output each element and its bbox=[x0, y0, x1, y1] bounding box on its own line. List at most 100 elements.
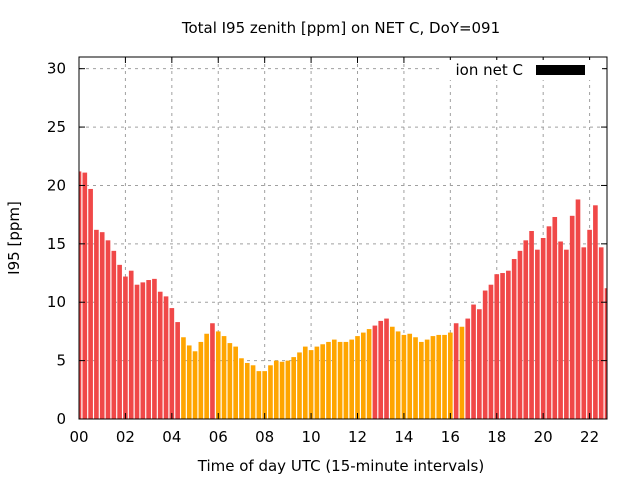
bar bbox=[291, 357, 297, 419]
bar bbox=[268, 365, 273, 419]
y-axis-label: I95 [ppm] bbox=[5, 201, 23, 275]
x-tick-label: 06 bbox=[209, 428, 228, 446]
x-tick-label: 04 bbox=[162, 428, 181, 446]
y-tick-label: 20 bbox=[47, 176, 66, 194]
bar bbox=[99, 232, 105, 419]
y-tick-label: 10 bbox=[47, 293, 66, 311]
x-tick-label: 10 bbox=[302, 428, 321, 446]
bar bbox=[436, 334, 442, 419]
bar bbox=[593, 205, 598, 419]
bar bbox=[395, 331, 401, 419]
bar bbox=[273, 360, 279, 419]
bar bbox=[564, 249, 569, 419]
y-tick-label: 30 bbox=[47, 60, 66, 78]
y-tick-label: 25 bbox=[47, 118, 66, 136]
x-axis-label: Time of day UTC (15-minute intervals) bbox=[197, 457, 484, 475]
bar bbox=[448, 332, 453, 419]
bar bbox=[79, 171, 82, 419]
bar bbox=[204, 333, 209, 419]
bar bbox=[227, 343, 233, 419]
bar bbox=[146, 280, 151, 419]
bar bbox=[430, 336, 436, 419]
bar bbox=[111, 250, 117, 419]
bar bbox=[529, 230, 534, 419]
bar bbox=[552, 216, 558, 419]
bar bbox=[320, 344, 326, 419]
y-tick-label: 15 bbox=[47, 235, 66, 253]
bar bbox=[477, 309, 482, 419]
bar bbox=[581, 247, 587, 419]
bar bbox=[569, 215, 575, 419]
bar bbox=[384, 318, 389, 419]
bar bbox=[604, 288, 607, 419]
bar bbox=[210, 323, 215, 419]
bar bbox=[494, 274, 500, 419]
bar bbox=[175, 322, 180, 419]
bar bbox=[302, 346, 308, 419]
bar bbox=[471, 304, 476, 419]
bar bbox=[192, 351, 198, 419]
bar bbox=[419, 341, 424, 419]
bar bbox=[355, 336, 360, 419]
bar bbox=[250, 365, 256, 419]
bar bbox=[123, 276, 128, 419]
bar bbox=[331, 339, 337, 419]
x-tick-label: 12 bbox=[348, 428, 367, 446]
bar bbox=[215, 331, 221, 419]
bar bbox=[488, 284, 494, 419]
bar bbox=[535, 249, 540, 419]
bar bbox=[506, 270, 511, 419]
x-tick-label: 22 bbox=[580, 428, 599, 446]
bar bbox=[482, 290, 488, 419]
bar bbox=[94, 229, 99, 419]
bar bbox=[366, 329, 372, 419]
y-tick-label: 5 bbox=[56, 352, 66, 370]
legend: ion net C bbox=[440, 60, 602, 80]
legend-swatch bbox=[536, 65, 585, 75]
bar bbox=[413, 337, 418, 419]
bar bbox=[337, 341, 343, 419]
bar bbox=[152, 278, 157, 419]
bar bbox=[169, 308, 175, 419]
bar bbox=[558, 241, 563, 419]
bar bbox=[407, 333, 413, 419]
bar bbox=[105, 240, 111, 419]
bar bbox=[453, 323, 459, 419]
bar bbox=[181, 337, 186, 419]
bar bbox=[517, 250, 523, 419]
legend-label: ion net C bbox=[456, 61, 523, 79]
bar bbox=[297, 352, 302, 419]
bar bbox=[459, 326, 465, 419]
x-tick-label: 00 bbox=[69, 428, 88, 446]
bar bbox=[587, 229, 592, 419]
bar bbox=[511, 259, 517, 419]
x-tick-label: 18 bbox=[487, 428, 506, 446]
bar bbox=[244, 362, 250, 419]
bar bbox=[233, 346, 238, 419]
bar bbox=[157, 291, 163, 419]
x-tick-label: 14 bbox=[394, 428, 413, 446]
bar bbox=[262, 371, 267, 419]
bar bbox=[575, 199, 581, 419]
bar bbox=[285, 360, 291, 419]
bar bbox=[308, 350, 314, 419]
bar bbox=[314, 346, 320, 419]
bar bbox=[598, 247, 604, 419]
x-tick-label: 02 bbox=[116, 428, 135, 446]
bar bbox=[128, 270, 134, 419]
bar bbox=[134, 284, 140, 419]
bar bbox=[279, 361, 285, 419]
bar bbox=[326, 341, 331, 419]
x-tick-label: 16 bbox=[441, 428, 460, 446]
bar bbox=[186, 345, 192, 419]
bar bbox=[378, 320, 384, 419]
bar bbox=[239, 358, 244, 419]
bar bbox=[372, 325, 378, 419]
bar bbox=[523, 240, 529, 419]
bar bbox=[163, 296, 169, 419]
x-tick-label: 08 bbox=[255, 428, 274, 446]
x-tick-label: 20 bbox=[534, 428, 553, 446]
bar bbox=[343, 341, 349, 419]
bar bbox=[360, 332, 366, 419]
